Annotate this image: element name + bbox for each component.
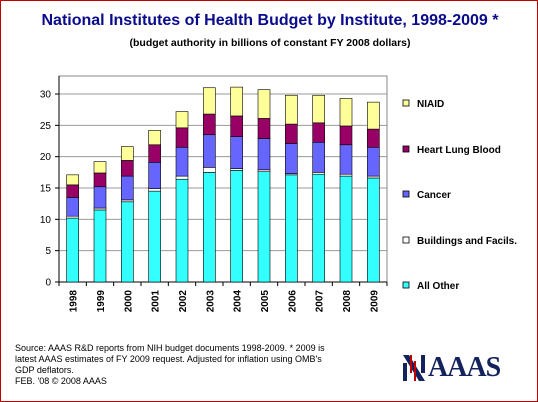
bar-segment [312, 94, 325, 124]
legend-swatch [402, 281, 410, 289]
bar-segment [285, 174, 298, 283]
bar-segment [230, 115, 243, 137]
bar-segment [148, 162, 161, 189]
bar-segment [93, 161, 107, 174]
bar-segment [175, 178, 189, 283]
aaas-logo-text: AAAS [428, 352, 501, 383]
source-note-line: Source: AAAS R&D reports from NIH budget… [15, 343, 325, 353]
bar-segment [203, 134, 216, 168]
bar-segment [148, 188, 161, 192]
aaas-logo: AAAS [401, 349, 511, 385]
aaas-mark-icon [403, 355, 425, 381]
legend-swatch [402, 99, 410, 107]
bar-segment [121, 160, 134, 177]
bar-segment [66, 197, 79, 217]
source-note: Source: AAAS R&D reports from NIH budget… [15, 343, 345, 387]
legend-swatch [402, 236, 410, 244]
x-tick-label: 2009 [369, 290, 380, 313]
legend-label: All Other [417, 281, 459, 292]
bar-segment [175, 146, 189, 177]
x-tick-label: 2001 [151, 290, 162, 313]
bar-segment [203, 172, 216, 283]
bar-segment [339, 98, 353, 127]
x-tick-label: 2004 [233, 290, 244, 313]
y-tick-label: 10 [40, 215, 52, 226]
bar-segment [339, 125, 353, 146]
bar-segment [121, 146, 134, 161]
x-tick-label: 1998 [69, 290, 80, 313]
bar-segment [175, 111, 189, 129]
bar-segment [121, 175, 134, 201]
bar-segment [367, 177, 380, 283]
source-note-line: latest AAAS estimates of FY 2009 request… [15, 354, 322, 364]
bar-segment [285, 143, 298, 174]
bar-segment [121, 201, 134, 283]
source-note-line: GDP deflators. [15, 365, 74, 375]
bar-segment [93, 172, 107, 188]
x-tick-label: 2008 [342, 290, 353, 313]
legend-swatch [402, 145, 410, 153]
bar-segment [203, 113, 216, 136]
chart-title: National Institutes of Health Budget by … [41, 12, 499, 29]
bar-segment [66, 217, 79, 283]
bar-segment [367, 146, 380, 177]
bar-segment [66, 174, 79, 186]
legend-label: NIAID [417, 99, 444, 110]
bar-segment [230, 86, 243, 117]
x-tick-label: 2006 [287, 290, 298, 313]
bar-segment [148, 130, 161, 146]
x-tick-label: 2005 [260, 290, 271, 313]
legend-label: Heart Lung Blood [417, 145, 501, 156]
bar-segment [257, 89, 271, 119]
x-tick-label: 2000 [123, 290, 134, 313]
y-tick-label: 30 [40, 90, 52, 101]
bar-segment [257, 118, 271, 139]
y-tick-label: 15 [40, 184, 52, 195]
legend-label: Cancer [417, 190, 451, 201]
bar-segment [367, 128, 380, 148]
bar-segment [285, 94, 298, 125]
x-tick-label: 2002 [178, 290, 189, 313]
bar-segment [339, 144, 353, 175]
bar-segment [93, 186, 107, 209]
bar-segment [257, 138, 271, 171]
y-tick-label: 25 [40, 121, 52, 132]
bar-segment [148, 190, 161, 283]
bar-segment [257, 171, 271, 283]
bar-segment [312, 141, 325, 173]
x-tick-label: 2007 [315, 290, 326, 313]
bar-segment [66, 184, 79, 198]
bar-segment [230, 136, 243, 169]
chart-subtitle: (budget authority in billions of constan… [129, 37, 411, 49]
legend-swatch [402, 190, 410, 198]
legend-label: Buildings and Facils. [417, 236, 517, 247]
bar-segment [203, 167, 216, 173]
bar-segment [312, 122, 325, 143]
bar-segment [230, 170, 243, 283]
bar-segment [312, 173, 325, 283]
y-tick-label: 5 [45, 246, 51, 257]
y-tick-label: 0 [45, 278, 51, 289]
x-tick-label: 2003 [205, 290, 216, 313]
bar-segment [339, 175, 353, 283]
x-tick-label: 1999 [96, 290, 107, 313]
y-tick-label: 20 [40, 152, 52, 163]
bar-segment [285, 123, 298, 144]
bar-segment [148, 144, 161, 163]
bar-segment [93, 209, 107, 283]
plot-area [58, 75, 388, 283]
bar-segment [175, 175, 189, 180]
bar-segment [203, 87, 216, 115]
source-note-line: FEB. '08 © 2008 AAAS [15, 376, 107, 386]
bar-segment [367, 101, 380, 130]
bar-segment [175, 127, 189, 148]
